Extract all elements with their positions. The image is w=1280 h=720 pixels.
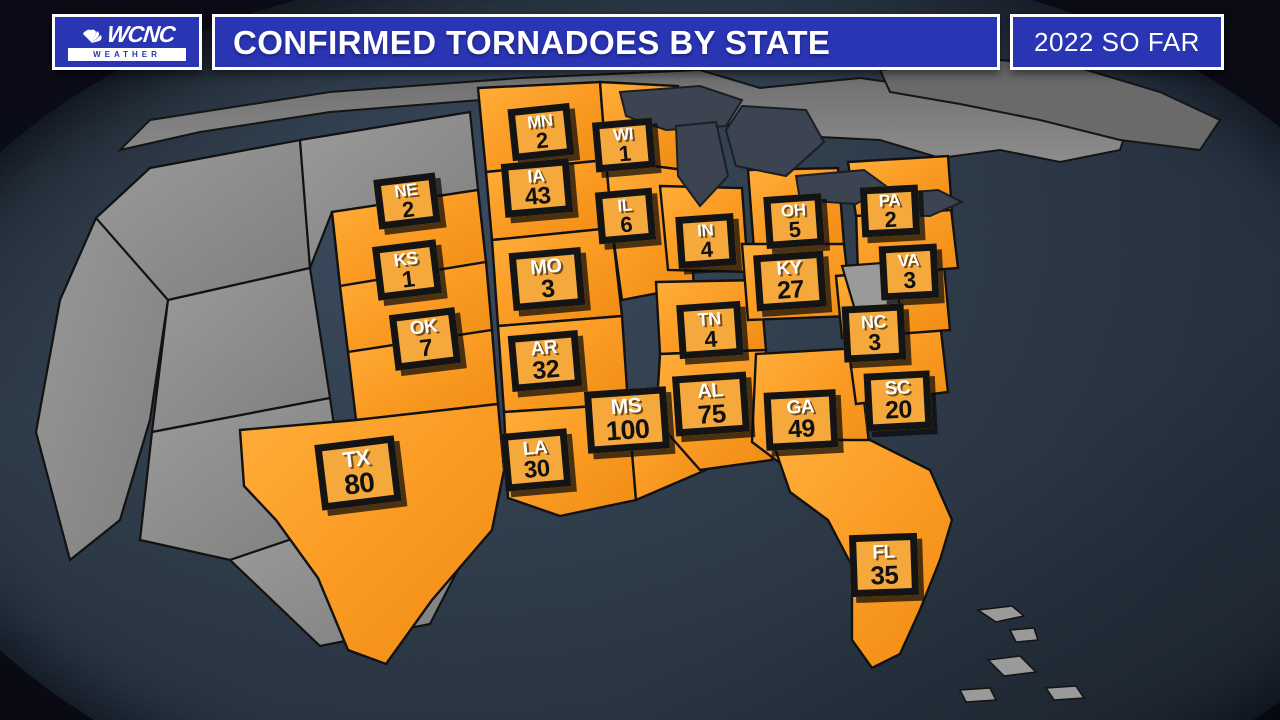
state-chip-oh: OH 5 [763, 193, 825, 249]
active-states [238, 80, 960, 670]
logo-row: WCNC [80, 21, 176, 47]
state-tornado-count: 27 [776, 275, 805, 305]
header-bar: WCNC WEATHER CONFIRMED TORNADOES BY STAT… [52, 14, 1224, 70]
state-chip-ar: AR 32 [507, 330, 583, 392]
state-chip-il: IL 6 [594, 187, 657, 245]
state-tornado-count: 6 [619, 211, 634, 237]
state-chip-ms: MS 100 [583, 386, 671, 454]
state-tornado-count: 7 [418, 333, 435, 363]
state-chip-sc: SC 20 [863, 370, 933, 432]
nbc-peacock-icon [82, 29, 102, 43]
state-tornado-count: 80 [342, 466, 377, 501]
state-tornado-count: 49 [787, 414, 816, 444]
state-chip-tx: TX 80 [314, 435, 402, 511]
state-tornado-count: 5 [787, 216, 802, 242]
state-chip-in: IN 4 [675, 213, 737, 269]
state-tornado-count: 4 [703, 325, 718, 352]
state-chip-fl: FL 35 [848, 532, 920, 598]
state-tornado-count: 43 [523, 181, 552, 212]
state-tornado-count: 1 [617, 140, 632, 166]
state-tornado-count: 2 [883, 206, 897, 232]
state-chip-al: AL 75 [671, 371, 751, 437]
state-tornado-count: 3 [902, 266, 917, 294]
state-tornado-count: 4 [699, 236, 714, 262]
wcnc-weather-logo: WCNC WEATHER [52, 14, 202, 70]
year-banner: 2022 SO FAR [1010, 14, 1224, 70]
state-chip-mn: MN 2 [507, 102, 575, 162]
state-tornado-count: 20 [884, 395, 913, 425]
state-chip-tn: TN 4 [676, 300, 744, 360]
state-tornado-count: 3 [539, 273, 556, 303]
state-chip-ok: OK 7 [388, 307, 462, 371]
state-tornado-count: 2 [534, 126, 549, 154]
state-tornado-count: 32 [531, 354, 561, 386]
state-tornado-count: 2 [400, 195, 416, 223]
state-tornado-count: 75 [696, 398, 727, 430]
state-chip-ia: IA 43 [500, 158, 574, 218]
logo-sub-bar: WEATHER [68, 48, 186, 61]
logo-sub-text: WEATHER [93, 49, 161, 59]
state-chip-ky: KY 27 [753, 250, 827, 312]
state-chip-ks: KS 1 [371, 239, 443, 301]
year-label: 2022 SO FAR [1034, 27, 1200, 57]
state-tornado-count: 3 [867, 328, 882, 355]
logo-brand-text: WCNC [105, 21, 176, 47]
islands [958, 605, 1086, 703]
state-tornado-count: 1 [400, 264, 416, 293]
state-chip-la: LA 30 [500, 428, 572, 492]
state-tornado-count: 35 [869, 559, 899, 590]
state-tornado-count: 100 [604, 413, 651, 447]
page-title: CONFIRMED TORNADOES BY STATE [233, 23, 831, 61]
state-chip-mo: MO 3 [508, 246, 586, 312]
state-chip-nc: NC 3 [841, 303, 907, 363]
state-chip-ne: NE 2 [373, 172, 441, 230]
state-chip-pa: PA 2 [859, 184, 921, 238]
state-chip-ga: GA 49 [763, 389, 839, 451]
state-chip-wi: WI 1 [591, 117, 657, 173]
state-tornado-count: 30 [522, 454, 551, 484]
state-chip-va: VA 3 [878, 243, 940, 301]
title-banner: CONFIRMED TORNADOES BY STATE [212, 14, 1000, 70]
